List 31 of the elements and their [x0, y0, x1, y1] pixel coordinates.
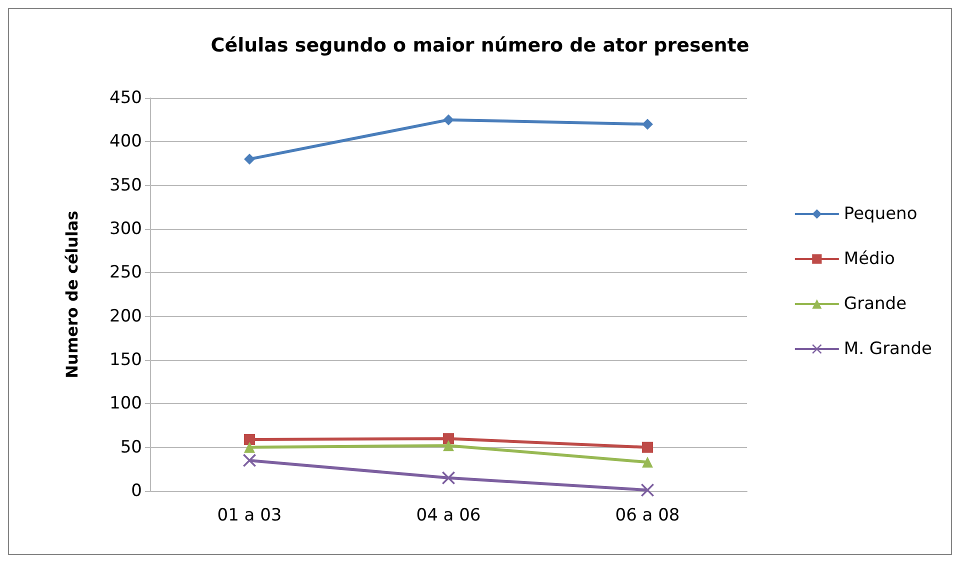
y-axis-title: Numero de células	[62, 210, 82, 378]
y-tick-label: 250	[110, 262, 142, 283]
y-tick-label: 450	[110, 88, 142, 108]
point	[443, 440, 454, 452]
point	[642, 456, 653, 468]
y-tick-label: 300	[110, 219, 142, 239]
point	[442, 471, 455, 484]
x-tick-label: 04 a 06	[416, 506, 481, 526]
point	[443, 114, 454, 126]
point	[244, 434, 255, 445]
chart-title: Células segundo o maior número de ator presente	[210, 34, 750, 56]
legend-label: Pequeno	[844, 204, 918, 224]
y-tick-label: 200	[110, 306, 142, 326]
y-tick-label: 100	[110, 394, 142, 414]
point	[443, 433, 454, 444]
point	[243, 454, 256, 467]
y-tick-label: 0	[131, 481, 142, 501]
legend-label: Grande	[844, 294, 907, 314]
point	[642, 118, 653, 130]
point	[642, 442, 653, 453]
point	[244, 442, 255, 453]
point	[641, 484, 654, 497]
y-tick-label: 150	[110, 350, 142, 370]
y-tick-label: 350	[110, 175, 142, 196]
y-tick-label: 50	[120, 437, 142, 458]
legend-label: Médio	[844, 249, 895, 269]
point	[244, 154, 255, 165]
y-tick-label: 400	[110, 132, 142, 152]
x-tick-label: 06 a 08	[615, 506, 680, 526]
x-tick-label: 01 a 03	[217, 506, 282, 526]
legend-label: M. Grande	[844, 339, 932, 359]
